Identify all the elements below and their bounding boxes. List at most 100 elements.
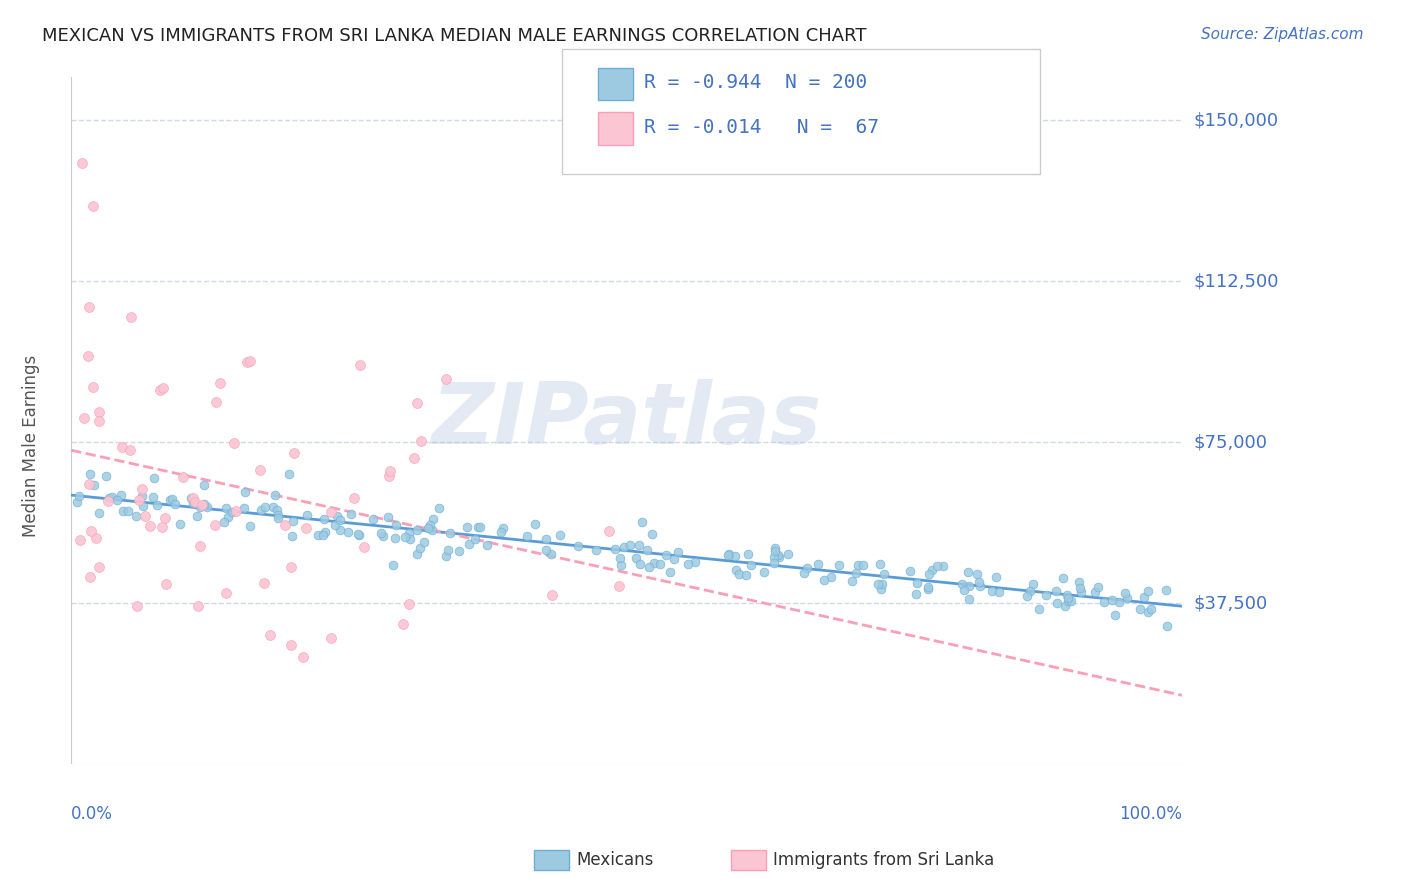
Point	[917, 582, 939, 597]
Point	[409, 541, 432, 556]
Point	[353, 540, 375, 554]
Point	[347, 528, 370, 542]
Point	[149, 384, 172, 398]
Point	[1046, 596, 1069, 610]
Point	[267, 508, 290, 523]
Text: R = -0.944  N = 200: R = -0.944 N = 200	[644, 72, 868, 92]
Point	[434, 549, 457, 563]
Point	[153, 511, 176, 525]
Point	[398, 525, 420, 540]
Point	[384, 518, 406, 533]
Point	[467, 520, 489, 534]
Point	[967, 574, 990, 589]
Point	[918, 566, 941, 581]
Point	[205, 395, 228, 409]
Point	[131, 489, 153, 503]
Point	[83, 478, 105, 492]
Point	[329, 513, 352, 527]
Point	[762, 549, 785, 564]
Point	[492, 521, 515, 535]
Text: $112,500: $112,500	[1194, 272, 1278, 290]
Point	[150, 520, 173, 534]
Point	[841, 574, 863, 588]
Point	[373, 529, 395, 543]
Point	[603, 541, 626, 556]
Point	[957, 579, 980, 593]
Text: MEXICAN VS IMMIGRANTS FROM SRI LANKA MEDIAN MALE EARNINGS CORRELATION CHART: MEXICAN VS IMMIGRANTS FROM SRI LANKA MED…	[42, 27, 866, 45]
Point	[439, 526, 461, 541]
Point	[183, 496, 205, 510]
Point	[969, 579, 991, 593]
Point	[98, 491, 121, 505]
Point	[1156, 619, 1178, 633]
Text: 0.0%: 0.0%	[72, 805, 112, 823]
Point	[1069, 574, 1091, 589]
Point	[434, 372, 457, 386]
Point	[870, 582, 893, 596]
Point	[540, 547, 562, 561]
Point	[870, 577, 893, 591]
Point	[598, 524, 620, 538]
Point	[718, 548, 741, 562]
Point	[1101, 592, 1123, 607]
Point	[1154, 583, 1177, 598]
Point	[181, 491, 204, 505]
Point	[659, 565, 682, 579]
Point	[422, 523, 444, 537]
Point	[66, 495, 89, 509]
Point	[281, 529, 304, 543]
Point	[637, 559, 659, 574]
Point	[900, 564, 922, 578]
Point	[458, 537, 481, 551]
Point	[1084, 585, 1107, 599]
Point	[274, 517, 297, 532]
Point	[1092, 594, 1115, 608]
Point	[957, 565, 980, 579]
Point	[89, 507, 111, 521]
Point	[349, 358, 371, 372]
Point	[184, 494, 207, 508]
Point	[134, 508, 156, 523]
Point	[398, 597, 420, 611]
Point	[1018, 583, 1040, 598]
Point	[516, 529, 538, 543]
Point	[988, 585, 1011, 599]
Point	[957, 592, 980, 607]
Point	[209, 376, 232, 391]
Point	[921, 563, 943, 577]
Point	[636, 543, 658, 558]
Point	[1070, 585, 1092, 599]
Point	[668, 545, 690, 559]
Point	[370, 526, 392, 541]
Point	[1060, 594, 1083, 608]
Point	[737, 547, 759, 561]
Point	[984, 570, 1007, 584]
Point	[422, 512, 444, 526]
Point	[186, 509, 208, 524]
Point	[239, 518, 262, 533]
Point	[648, 557, 671, 571]
Point	[323, 518, 346, 533]
Point	[326, 508, 349, 523]
Point	[541, 588, 564, 602]
Point	[159, 493, 181, 508]
Point	[321, 505, 343, 519]
Point	[548, 528, 571, 542]
Point	[619, 537, 641, 551]
Point	[72, 156, 94, 170]
Point	[763, 541, 786, 555]
Point	[609, 551, 631, 566]
Point	[128, 493, 150, 508]
Point	[160, 491, 183, 506]
Point	[283, 446, 305, 460]
Text: Median Male Earnings: Median Male Earnings	[22, 355, 39, 537]
Point	[67, 489, 90, 503]
Point	[82, 199, 104, 213]
Point	[267, 511, 290, 525]
Point	[384, 531, 406, 545]
Point	[79, 569, 101, 583]
Point	[1056, 594, 1078, 608]
Point	[145, 499, 167, 513]
Point	[259, 628, 281, 642]
Point	[195, 500, 218, 515]
